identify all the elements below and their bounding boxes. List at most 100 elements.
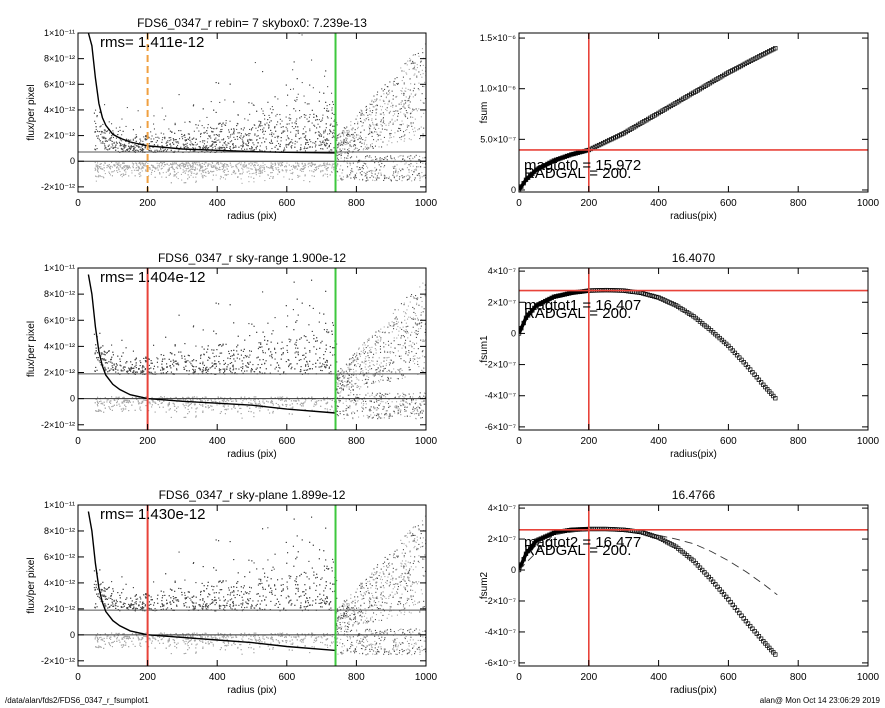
scatter-point bbox=[384, 88, 386, 90]
scatter-point bbox=[413, 109, 415, 111]
scatter-point bbox=[371, 101, 373, 103]
scatter-point bbox=[305, 114, 307, 116]
scatter-point bbox=[178, 130, 180, 132]
scatter-point bbox=[124, 166, 126, 168]
scatter-point bbox=[182, 162, 184, 164]
scatter-point bbox=[104, 146, 106, 148]
scatter-point bbox=[176, 173, 178, 175]
scatter-point bbox=[155, 136, 157, 138]
scatter-point bbox=[340, 154, 342, 156]
scatter-point bbox=[117, 164, 119, 166]
scatter-point bbox=[259, 170, 261, 172]
scatter-point bbox=[340, 150, 342, 152]
scatter-point bbox=[371, 119, 373, 121]
scatter-point bbox=[380, 138, 382, 140]
scatter-point bbox=[304, 102, 306, 104]
scatter-point bbox=[212, 143, 214, 145]
scatter-point bbox=[279, 143, 281, 145]
scatter-point bbox=[207, 124, 209, 126]
scatter-point bbox=[174, 175, 176, 177]
scatter-point bbox=[170, 137, 172, 139]
scatter-point bbox=[185, 146, 187, 148]
scatter-point bbox=[169, 130, 171, 132]
scatter-point bbox=[403, 135, 405, 137]
scatter-point bbox=[300, 116, 302, 118]
scatter-point bbox=[120, 164, 122, 166]
scatter-point bbox=[406, 167, 408, 169]
scatter-point bbox=[324, 166, 326, 168]
scatter-point bbox=[132, 138, 134, 140]
scatter-point bbox=[108, 144, 110, 146]
scatter-point bbox=[222, 144, 224, 146]
scatter-point bbox=[295, 133, 297, 135]
scatter-point bbox=[189, 164, 191, 166]
scatter-point bbox=[123, 165, 125, 167]
scatter-point bbox=[288, 144, 290, 146]
scatter-point bbox=[376, 94, 378, 96]
scatter-point bbox=[365, 105, 367, 107]
scatter-point bbox=[240, 173, 242, 175]
scatter-point bbox=[174, 171, 176, 173]
scatter-point bbox=[217, 162, 219, 164]
scatter-point bbox=[355, 147, 357, 149]
scatter-point bbox=[388, 140, 390, 142]
scatter-point bbox=[176, 166, 178, 168]
scatter-point bbox=[275, 352, 277, 354]
scatter-point bbox=[199, 169, 201, 171]
scatter-point bbox=[128, 166, 130, 168]
scatter-point bbox=[171, 131, 173, 133]
scatter-point bbox=[420, 136, 422, 138]
scatter-point bbox=[199, 120, 201, 122]
scatter-point bbox=[122, 145, 124, 147]
scatter-point bbox=[393, 167, 395, 169]
scatter-point bbox=[233, 132, 235, 134]
scatter-point bbox=[304, 116, 306, 118]
scatter-point bbox=[331, 163, 333, 165]
scatter-point bbox=[291, 122, 293, 124]
scatter-point bbox=[294, 143, 296, 145]
scatter-point bbox=[354, 132, 356, 134]
scatter-point bbox=[296, 99, 298, 101]
scatter-point bbox=[380, 113, 382, 115]
scatter-point bbox=[316, 116, 318, 118]
scatter-point bbox=[118, 169, 120, 171]
scatter-point bbox=[205, 150, 207, 152]
scatter-point bbox=[350, 146, 352, 148]
scatter-point bbox=[321, 143, 323, 145]
scatter-point bbox=[250, 148, 252, 150]
scatter-point bbox=[422, 136, 424, 138]
scatter-point bbox=[148, 146, 150, 148]
scatter-point bbox=[416, 174, 418, 176]
scatter-point bbox=[156, 140, 158, 142]
scatter-point bbox=[102, 141, 104, 143]
scatter-point bbox=[232, 166, 234, 168]
scatter-point bbox=[280, 140, 282, 142]
scatter-point bbox=[394, 132, 396, 134]
scatter-point bbox=[378, 164, 380, 166]
scatter-point bbox=[418, 82, 420, 84]
scatter-point bbox=[392, 110, 394, 112]
scatter-point bbox=[326, 170, 328, 172]
scatter-point bbox=[136, 145, 138, 147]
scatter-point bbox=[185, 139, 187, 141]
scatter-point bbox=[333, 120, 335, 122]
scatter-point bbox=[412, 165, 414, 167]
scatter-point bbox=[258, 120, 260, 122]
scatter-point bbox=[170, 182, 172, 184]
scatter-point bbox=[233, 170, 235, 172]
scatter-point bbox=[224, 371, 226, 373]
scatter-point bbox=[210, 165, 212, 167]
scatter-point bbox=[213, 134, 215, 136]
scatter-point bbox=[113, 164, 115, 166]
scatter-point bbox=[332, 163, 334, 165]
scatter-point bbox=[192, 144, 194, 146]
scatter-point bbox=[223, 148, 225, 150]
scatter-point bbox=[304, 175, 306, 177]
scatter-point bbox=[401, 70, 403, 72]
scatter-point bbox=[125, 168, 127, 170]
scatter-point bbox=[308, 103, 310, 105]
scatter-point bbox=[243, 166, 245, 168]
scatter-point bbox=[333, 163, 335, 165]
scatter-point bbox=[264, 170, 266, 172]
scatter-point bbox=[375, 114, 377, 116]
